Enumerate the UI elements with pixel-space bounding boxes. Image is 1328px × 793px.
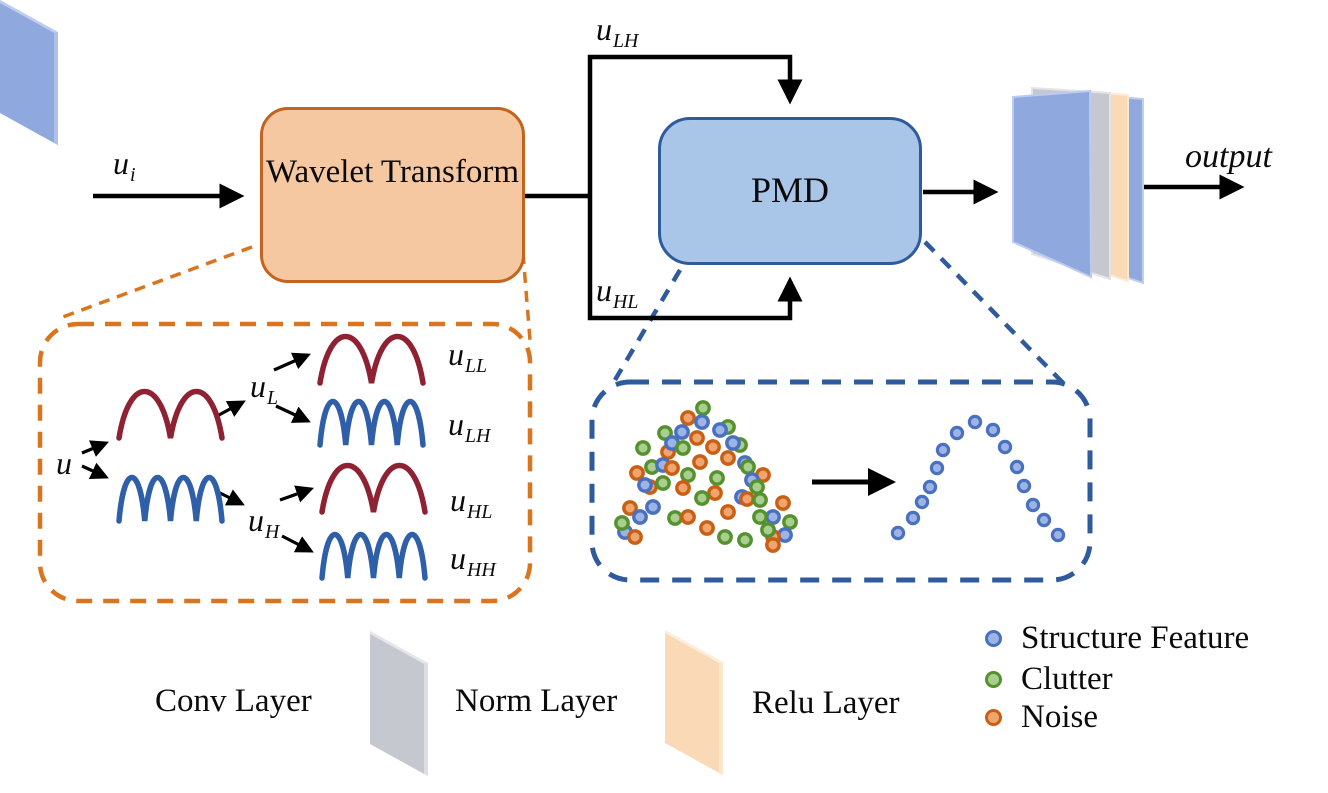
wavelet-detail-dashed-box [37, 321, 533, 604]
stack-conv-front-card [1012, 89, 1093, 279]
wavelet-tree-arrows [81, 352, 315, 553]
wave-u-ll [317, 334, 426, 386]
input-label: ui [113, 145, 136, 187]
wavelet-transform-block [260, 107, 525, 283]
tree-ull-label: uLL [448, 336, 488, 378]
wavelet-transform-title: Wavelet Transform [265, 154, 520, 190]
conv-layer-label: Conv Layer [155, 683, 312, 719]
layer-stack [1012, 86, 1144, 285]
output-label: output [1185, 138, 1272, 175]
wavelet-leader-left [59, 245, 253, 320]
wavelet-waveforms [116, 334, 428, 581]
noise-label: Noise [1021, 699, 1098, 735]
noise-dot-icon [985, 709, 1002, 726]
wave-u-lh [317, 398, 426, 448]
structure-feature-curve [890, 414, 1066, 543]
tree-ulh-label: uLH [448, 406, 491, 448]
wave-u-hl [319, 463, 428, 515]
branch-top-label: uLH [596, 11, 639, 53]
wavelet-leader-right [521, 252, 532, 341]
branch-bottom-label: uHL [596, 272, 639, 314]
bypass-top-ulh [587, 54, 803, 196]
bypass-bottom-uhl [587, 196, 803, 321]
pmd-block [658, 117, 922, 265]
norm-layer-label: Norm Layer [455, 683, 618, 719]
relu-layer-label: Relu Layer [752, 685, 900, 721]
tree-u-label: u [56, 445, 72, 481]
pmd-detail-dashed-box [589, 379, 1093, 583]
pmd-title: PMD [750, 170, 830, 210]
wave-u-high [116, 474, 225, 524]
pmd-leader-right [923, 240, 1068, 388]
structure-feature-dot-icon [985, 630, 1002, 647]
tree-ul-label: uL [250, 368, 279, 410]
wave-u-low [116, 389, 225, 441]
structure-feature-label: Structure Feature [1021, 620, 1250, 656]
clutter-noise-cluster [614, 400, 798, 553]
clutter-label: Clutter [1021, 661, 1113, 697]
tree-uh-label: uH [248, 502, 280, 544]
wave-u-hh [319, 531, 428, 581]
tree-uhh-label: uHH [450, 540, 496, 582]
tree-uhl-label: uHL [450, 482, 493, 524]
clutter-dot-icon [985, 671, 1002, 688]
